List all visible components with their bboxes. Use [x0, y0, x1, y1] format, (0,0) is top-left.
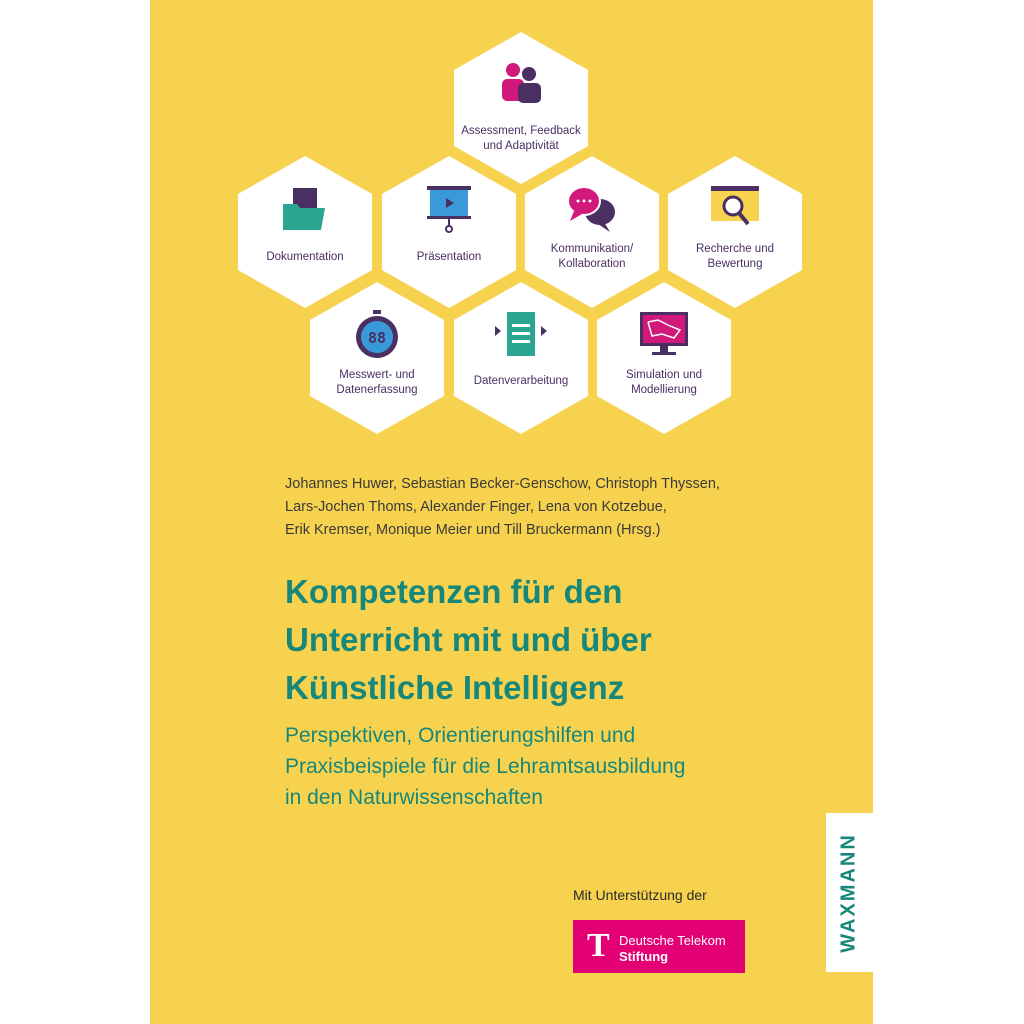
hex-label: Dokumentation [266, 251, 344, 263]
hex-label: Kommunikation/ Kollaboration [550, 243, 634, 270]
hex-label: Simulation und Modellierung [625, 369, 703, 396]
telekom-t-logo: T [587, 927, 610, 964]
publisher-logo: WAXMANN [826, 813, 873, 972]
subtitle-line: Praxisbeispiele für die Lehramtsausbildu… [285, 755, 686, 778]
sponsor-logo: T Deutsche Telekom Stiftung [573, 920, 745, 973]
magnifier-browser-icon [711, 186, 759, 226]
title-line: Unterricht mit und über [285, 621, 652, 658]
hex-dokumentation: Dokumentation [238, 156, 372, 308]
speech-bubbles-icon [567, 186, 615, 232]
title-line: Kompetenzen für den [285, 573, 623, 610]
book-title: Kompetenzen für den Unterricht mit und ü… [285, 568, 652, 712]
title-line: Künstliche Intelligenz [285, 669, 625, 706]
hex-messwert: 88 Messwert- und Datenerfassung [310, 282, 444, 434]
hex-label: Assessment, Feedback und Adaptivität [461, 125, 581, 152]
author-line: Erik Kremser, Monique Meier und Till Bru… [285, 522, 661, 538]
subtitle-line: in den Naturwissenschaften [285, 786, 543, 809]
projector-screen-icon [427, 186, 471, 233]
sponsor-subname: Stiftung [619, 949, 669, 964]
monitor-graph-icon [640, 312, 688, 355]
author-line: Lars-Jochen Thoms, Alexander Finger, Len… [285, 499, 667, 515]
hex-praesentation: Präsentation [382, 156, 516, 308]
book-subtitle: Perspektiven, Orientierungshilfen und Pr… [285, 720, 685, 813]
author-line: Johannes Huwer, Sebastian Becker-Genscho… [285, 476, 720, 492]
svg-text:88: 88 [368, 329, 386, 347]
publisher-name: WAXMANN [837, 833, 860, 953]
subtitle-line: Perspektiven, Orientierungshilfen und [285, 724, 636, 747]
hex-label: Präsentation [416, 251, 482, 263]
stopwatch-icon: 88 [356, 310, 398, 358]
hex-label: Datenverarbeitung [473, 375, 569, 387]
people-icon [502, 63, 541, 103]
hex-label: Messwert- und Datenerfassung [336, 369, 418, 396]
support-text: Mit Unterstützung der [573, 887, 707, 903]
folder-icon [283, 188, 325, 230]
sponsor-name: Deutsche Telekom [619, 933, 726, 948]
authors: Johannes Huwer, Sebastian Becker-Genscho… [285, 473, 720, 542]
document-arrows-icon [495, 312, 547, 356]
hex-label: Recherche und Bewertung [696, 243, 774, 270]
